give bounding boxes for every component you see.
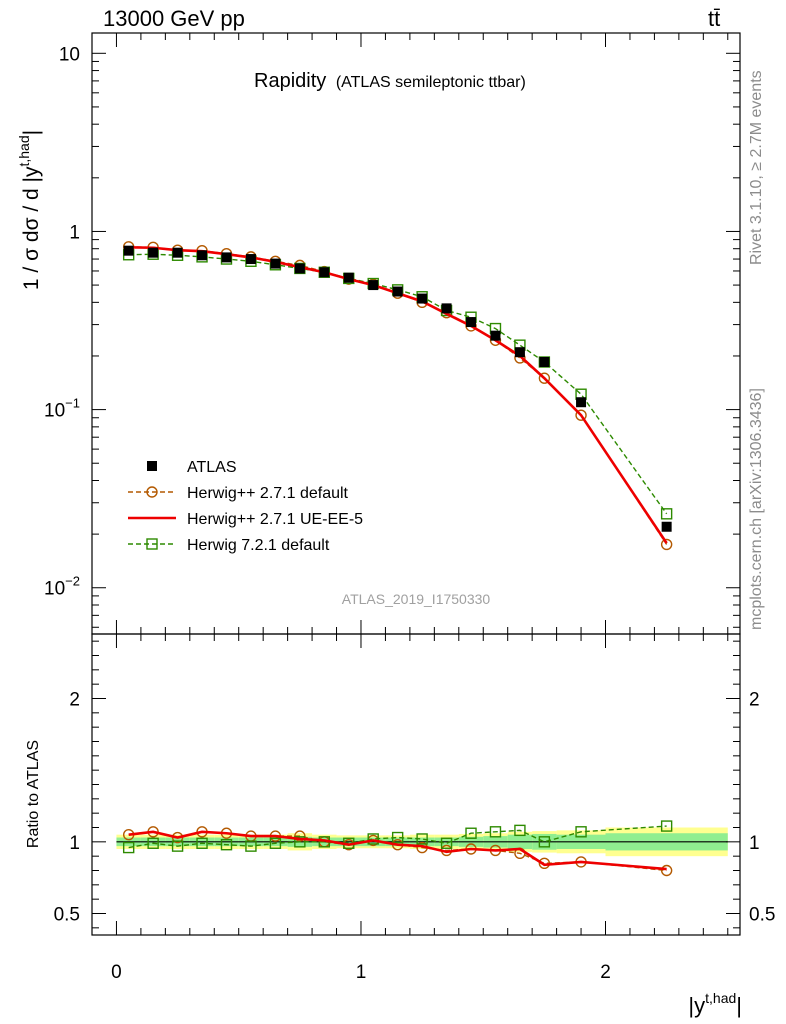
ratio-series-herwig-7-2-1-default [122, 820, 673, 854]
legend-entry-herwig-2-7-1-ue-ee-5: Herwig++ 2.7.1 UE-EE-5 [128, 511, 363, 528]
ratio-point-herwig-7-2-1-default [220, 839, 233, 851]
y-tick-label: 10−1 [44, 396, 80, 422]
ratio-series-herwig-2-7-1-ue-ee-5 [128, 830, 667, 871]
chart-subtitle: (ATLAS semileptonic ttbar) [336, 74, 526, 91]
y-tick-label: 10 [59, 44, 80, 65]
ratio-y-tick-label-right: 1 [749, 833, 760, 854]
analysis-tag: ATLAS_2019_I1750330 [342, 591, 491, 607]
ratio-point-herwig-7-2-1-default [465, 827, 477, 839]
x-tick-label: 0 [111, 962, 122, 983]
svg-text:Ratio to ATLAS: Ratio to ATLAS [25, 740, 42, 848]
point-atlas [576, 397, 587, 408]
legend-marker [146, 538, 158, 550]
x-axis-label: |yt,had| [688, 990, 742, 1018]
point-atlas [514, 347, 525, 358]
legend-entry-atlas: ATLAS [147, 459, 237, 476]
ratio-point-herwig-7-2-1-default [294, 836, 306, 848]
ratio-y-axis-label: Ratio to ATLAS [25, 740, 42, 848]
chart-title: Rapidity (ATLAS semileptonic ttbar) [254, 70, 526, 92]
ratio-point-herwig-7-2-1-default [196, 837, 208, 849]
ratio-point-herwig-7-2-1-default [575, 826, 587, 838]
point-atlas [490, 330, 501, 341]
ratio-point-herwig-7-2-1-default [660, 820, 673, 832]
point-atlas [466, 317, 477, 328]
legend: ATLAS Herwig++ 2.7.1 default Herwig++ 2.7.… [128, 459, 363, 554]
ratio-point-herwig-7-2-1-default [269, 837, 282, 849]
ratio-point-herwig-7-2-1-default [440, 837, 453, 849]
ratio-point-herwig-2-7-1-default [294, 830, 306, 842]
ratio-y-tick-label: 0.5 [54, 905, 80, 926]
legend-label: ATLAS [187, 459, 237, 476]
y-tick-label: 10−2 [44, 574, 80, 600]
ratio-point-herwig-7-2-1-default [489, 826, 502, 838]
legend-label: Herwig++ 2.7.1 default [187, 485, 349, 502]
ratio-point-herwig-7-2-1-default [391, 831, 404, 844]
point-atlas [148, 247, 159, 258]
point-atlas [417, 293, 428, 304]
ratio-y-tick-label: 2 [69, 690, 80, 711]
point-atlas [392, 286, 403, 297]
point-atlas [270, 258, 281, 269]
ratio-point-herwig-7-2-1-default [514, 824, 526, 837]
ratio-point-herwig-2-7-1-default [660, 864, 673, 877]
point-herwig-2-7-1-default [538, 372, 551, 384]
point-atlas [441, 303, 452, 314]
point-herwig-2-7-1-default [575, 409, 587, 421]
ratio-line-herwig-7-2-1-default [128, 825, 667, 849]
legend-entry-herwig-7-2-1-default: Herwig 7.2.1 default [128, 537, 330, 554]
ratio-y-tick-label-right: 0.5 [749, 905, 775, 926]
ratio-point-herwig-7-2-1-default [538, 836, 551, 848]
ratio-point-herwig-7-2-1-default [122, 841, 135, 854]
point-atlas [368, 280, 379, 291]
x-tick-label: 1 [356, 962, 367, 983]
point-atlas [123, 245, 134, 256]
legend-entry-herwig-2-7-1-default: Herwig++ 2.7.1 default [128, 485, 349, 502]
header-process-label: 13000 GeV pp [103, 6, 245, 31]
chart-title-main: Rapidity [254, 70, 326, 92]
point-atlas [539, 357, 550, 368]
header-final-state-label: tt̄ [708, 6, 721, 31]
legend-label: Herwig 7.2.1 default [187, 537, 330, 554]
x-tick-label: 2 [600, 962, 611, 983]
ratio-point-herwig-7-2-1-default [147, 837, 159, 849]
legend-marker [147, 461, 157, 471]
point-herwig-7-2-1-default [660, 508, 673, 520]
point-atlas [197, 250, 208, 261]
main-y-axis-label: 1 / σ dσ / d |yt,had| [16, 130, 43, 290]
legend-label: Herwig++ 2.7.1 UE-EE-5 [187, 511, 363, 528]
ratio-point-herwig-7-2-1-default [416, 833, 428, 845]
svg-text:1 / σ dσ / d |yt,had|: 1 / σ dσ / d |yt,had| [16, 130, 43, 290]
ratio-line-herwig-2-7-1-ue-ee-5 [128, 830, 667, 871]
point-atlas [245, 254, 256, 265]
legend-marker [146, 486, 158, 498]
ratio-point-herwig-7-2-1-default [367, 833, 379, 845]
ratio-point-herwig-7-2-1-default [171, 840, 184, 852]
ratio-y-tick-label-right: 2 [749, 690, 760, 711]
point-atlas [221, 252, 232, 263]
y-tick-label: 1 [69, 222, 80, 243]
point-atlas [319, 267, 330, 278]
ratio-plot-frame [91, 633, 741, 936]
series-atlas [123, 245, 672, 532]
point-atlas [661, 521, 672, 532]
ratio-point-herwig-7-2-1-default [245, 840, 257, 852]
ratio-y-tick-label: 1 [69, 833, 80, 854]
point-atlas [343, 272, 354, 283]
point-herwig-2-7-1-default [660, 538, 673, 551]
ratio-uncertainty-bands [116, 827, 728, 857]
point-atlas [294, 263, 305, 274]
point-atlas [172, 247, 183, 258]
